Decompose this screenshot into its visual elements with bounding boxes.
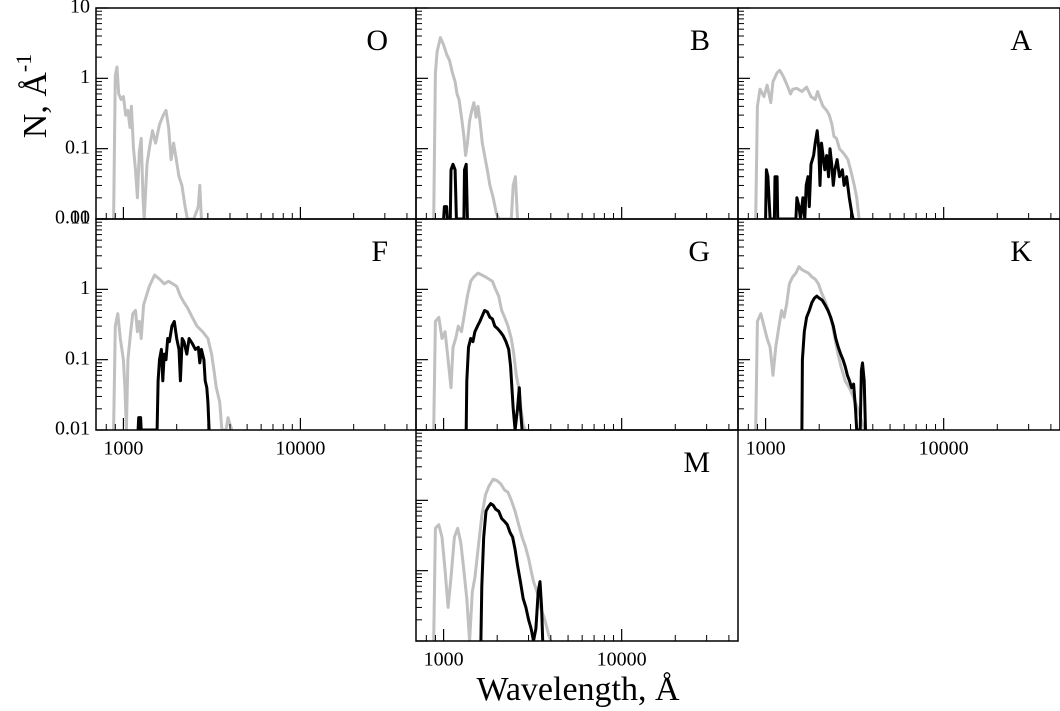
panel-frame [95, 218, 417, 431]
panel-label-a: A [1010, 24, 1032, 57]
x-tick-label: 10000 [275, 438, 325, 460]
y-tick-label: 0.1 [65, 347, 90, 369]
panel-g: G [415, 218, 739, 431]
y-tick-label: 1 [80, 66, 90, 88]
panel-m: M 1000 10000 [415, 429, 739, 671]
panel-label-o: O [366, 24, 388, 57]
series-line-black-b [442, 162, 469, 219]
panel-label-m: M [683, 446, 710, 479]
series-line-gray-o [112, 65, 203, 219]
y-tick-label: 0.01 [55, 418, 90, 440]
panel-k: K 1000 10000 [737, 218, 1060, 460]
panel-label-f: F [371, 235, 388, 268]
panel-o: O 10 1 0.1 0.01 [55, 0, 417, 229]
series-line-gray-m [432, 477, 553, 641]
panel-label-g: G [688, 235, 710, 268]
series-line-gray-a [754, 68, 861, 219]
y-axis-title: N, Å-1 [11, 54, 54, 138]
y-tick-label: 1 [80, 277, 90, 299]
panel-a: A [737, 7, 1060, 220]
y-tick-label: 10 [70, 0, 90, 18]
series-line-gray-b [432, 36, 519, 219]
y-tick-label: 10 [70, 207, 90, 229]
series-line-black-m [479, 502, 545, 641]
x-tick-label: 1000 [424, 649, 464, 671]
x-tick-label: 10000 [919, 438, 969, 460]
y-tick-label: 0.01 [55, 207, 90, 229]
panel-label-b: B [690, 24, 710, 57]
series-line-black-f [136, 319, 211, 430]
x-tick-label: 1000 [103, 438, 143, 460]
series-line-gray-f [112, 273, 234, 430]
series-line-black-k [800, 294, 867, 430]
series-line-black-a [764, 129, 855, 219]
x-axis-title: Wavelength, Å [476, 671, 680, 708]
x-tick-label: 1000 [746, 438, 786, 460]
panel-frame [415, 429, 739, 642]
y-tick-label: 0.1 [65, 136, 90, 158]
x-tick-label: 10000 [597, 649, 647, 671]
series-line-gray-g [432, 271, 527, 430]
panel-label-k: K [1010, 235, 1032, 268]
panel-f: F 10 1 0.1 0.01 1000 10000 [55, 207, 417, 460]
series-line-gray-k [754, 265, 867, 430]
series-line-black-g [464, 309, 524, 430]
panel-frame [737, 218, 1060, 431]
panel-b: B [415, 7, 739, 220]
